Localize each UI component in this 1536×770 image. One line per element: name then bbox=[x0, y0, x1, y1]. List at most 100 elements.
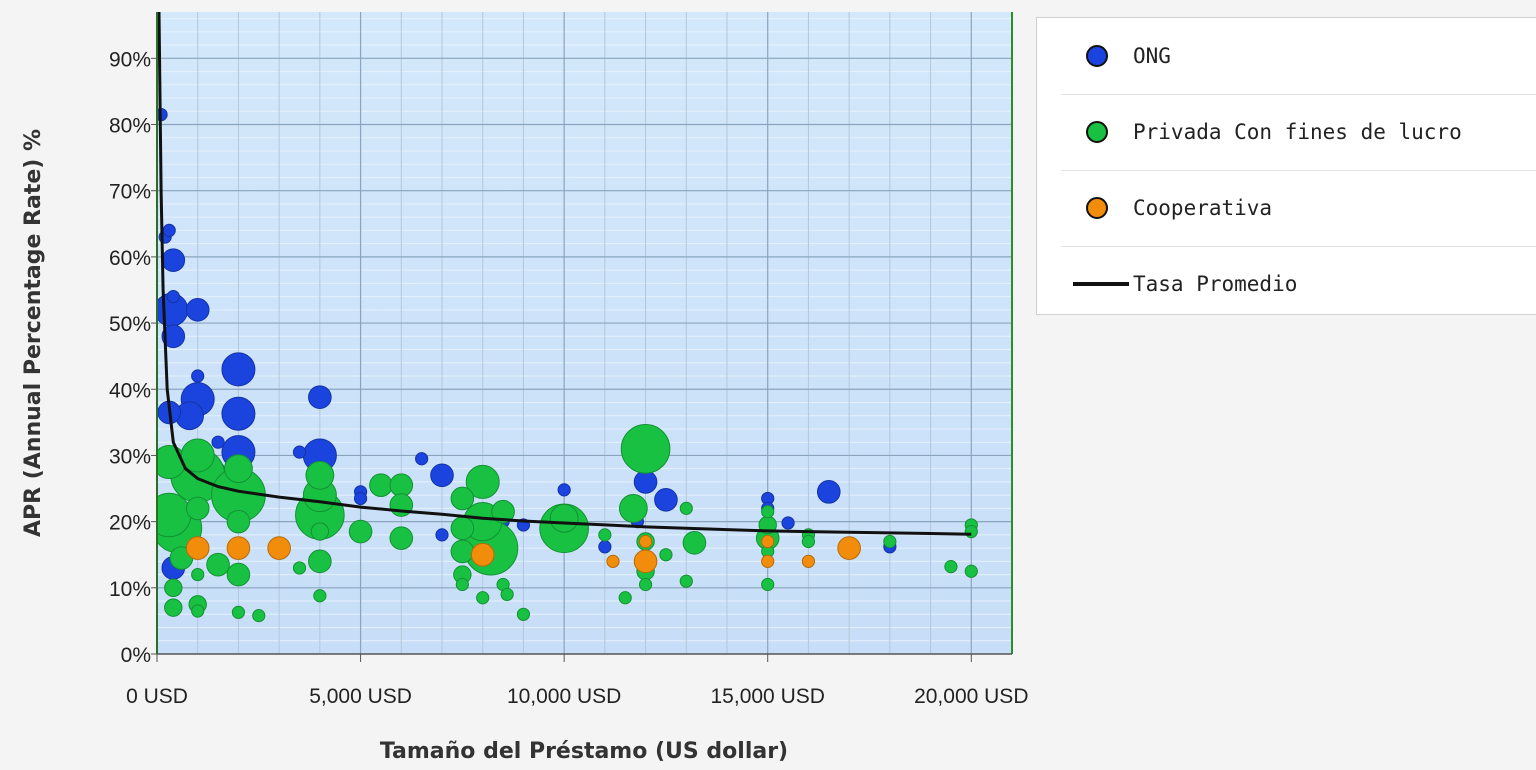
data-point[interactable] bbox=[310, 522, 330, 541]
data-point[interactable] bbox=[308, 549, 332, 574]
y-tick-label: 0% bbox=[121, 644, 151, 667]
data-point[interactable] bbox=[164, 578, 183, 598]
data-point[interactable] bbox=[267, 536, 291, 560]
data-point[interactable] bbox=[305, 460, 335, 490]
data-point[interactable] bbox=[549, 503, 579, 533]
data-point[interactable] bbox=[761, 534, 775, 549]
y-tick-label: 60% bbox=[109, 247, 151, 270]
circle-icon bbox=[1061, 45, 1133, 67]
data-point[interactable] bbox=[415, 452, 429, 466]
series-2 bbox=[185, 534, 861, 574]
data-point[interactable] bbox=[226, 536, 251, 560]
data-point[interactable] bbox=[638, 534, 653, 549]
data-point[interactable] bbox=[206, 552, 230, 577]
legend-item-tasa-promedio[interactable]: Tasa Promedio bbox=[1061, 246, 1536, 322]
data-point[interactable] bbox=[185, 298, 210, 322]
data-point[interactable] bbox=[308, 385, 332, 410]
data-point[interactable] bbox=[292, 561, 307, 575]
data-point[interactable] bbox=[618, 591, 632, 605]
legend-item-cooperativa[interactable]: Cooperativa bbox=[1061, 170, 1536, 247]
data-point[interactable] bbox=[964, 564, 978, 578]
legend-item-ong[interactable]: ONG bbox=[1061, 18, 1536, 95]
data-point[interactable] bbox=[455, 577, 469, 592]
data-point[interactable] bbox=[638, 577, 653, 592]
data-point[interactable] bbox=[450, 539, 475, 564]
data-point[interactable] bbox=[231, 605, 246, 619]
data-point[interactable] bbox=[353, 491, 368, 506]
data-point[interactable] bbox=[252, 609, 266, 623]
data-point[interactable] bbox=[450, 486, 475, 511]
data-point[interactable] bbox=[313, 589, 327, 603]
data-point[interactable] bbox=[221, 396, 256, 431]
data-point[interactable] bbox=[620, 424, 671, 474]
x-tick-label: 5,000 USD bbox=[309, 685, 412, 708]
data-point[interactable] bbox=[781, 516, 795, 530]
data-point[interactable] bbox=[430, 463, 454, 488]
data-point[interactable] bbox=[761, 577, 775, 592]
data-point[interactable] bbox=[761, 505, 775, 519]
data-point[interactable] bbox=[191, 604, 205, 618]
data-point[interactable] bbox=[465, 464, 500, 499]
data-point[interactable] bbox=[148, 492, 192, 538]
data-point[interactable] bbox=[883, 534, 897, 549]
data-point[interactable] bbox=[221, 352, 256, 387]
x-axis-ticks: 0 USD 5,000 USD 10,000 USD 15,000 USD 20,000… bbox=[126, 654, 1028, 708]
x-tick-label: 20,000 USD bbox=[914, 685, 1028, 708]
data-point[interactable] bbox=[633, 549, 658, 574]
data-point[interactable] bbox=[476, 591, 490, 605]
data-point[interactable] bbox=[348, 519, 373, 544]
data-point[interactable] bbox=[185, 536, 210, 560]
legend-swatch bbox=[1073, 282, 1129, 286]
data-point[interactable] bbox=[180, 438, 215, 473]
data-point[interactable] bbox=[659, 548, 673, 562]
data-point[interactable] bbox=[516, 607, 531, 621]
data-point[interactable] bbox=[164, 598, 183, 617]
y-tick-label: 10% bbox=[109, 578, 151, 601]
data-point[interactable] bbox=[801, 534, 816, 549]
data-point[interactable] bbox=[500, 587, 514, 602]
data-point[interactable] bbox=[226, 562, 251, 587]
data-point[interactable] bbox=[226, 509, 251, 534]
data-point[interactable] bbox=[162, 223, 176, 238]
data-point[interactable] bbox=[185, 496, 210, 521]
data-point[interactable] bbox=[191, 567, 205, 582]
data-point[interactable] bbox=[679, 501, 693, 515]
data-point[interactable] bbox=[761, 554, 775, 568]
legend-item-privada[interactable]: Privada Con fines de lucro bbox=[1061, 94, 1536, 171]
data-point[interactable] bbox=[816, 480, 841, 504]
trend-lines bbox=[157, 12, 972, 536]
y-tick-label: 70% bbox=[109, 181, 151, 204]
data-point[interactable] bbox=[633, 470, 658, 494]
data-point[interactable] bbox=[598, 540, 612, 554]
data-point[interactable] bbox=[389, 473, 414, 498]
data-point[interactable] bbox=[944, 560, 958, 574]
data-point[interactable] bbox=[191, 369, 205, 383]
data-point[interactable] bbox=[491, 499, 515, 524]
data-point[interactable] bbox=[801, 554, 816, 568]
data-point[interactable] bbox=[654, 487, 678, 512]
data-point[interactable] bbox=[292, 445, 307, 459]
data-point[interactable] bbox=[598, 528, 612, 542]
y-tick-label: 90% bbox=[109, 48, 151, 71]
data-point[interactable] bbox=[166, 289, 180, 304]
line-icon bbox=[1061, 282, 1133, 286]
data-point[interactable] bbox=[557, 483, 571, 497]
data-point[interactable] bbox=[161, 324, 186, 349]
data-point[interactable] bbox=[470, 542, 495, 567]
data-point[interactable] bbox=[435, 528, 449, 542]
data-point[interactable] bbox=[161, 248, 186, 272]
data-point[interactable] bbox=[450, 516, 475, 541]
data-point[interactable] bbox=[606, 554, 620, 568]
data-point[interactable] bbox=[211, 435, 225, 449]
data-point[interactable] bbox=[369, 473, 393, 498]
data-point[interactable] bbox=[964, 524, 978, 539]
data-point[interactable] bbox=[618, 493, 648, 523]
plot-area bbox=[157, 12, 1012, 654]
y-axis-ticks: 0% 10% 20% 30% 40% 50% 60% 70% 80% 90% bbox=[109, 48, 157, 667]
data-point[interactable] bbox=[679, 574, 693, 588]
data-point[interactable] bbox=[389, 526, 414, 550]
data-point[interactable] bbox=[224, 454, 253, 484]
data-point[interactable] bbox=[682, 531, 707, 555]
data-point[interactable] bbox=[837, 536, 861, 560]
